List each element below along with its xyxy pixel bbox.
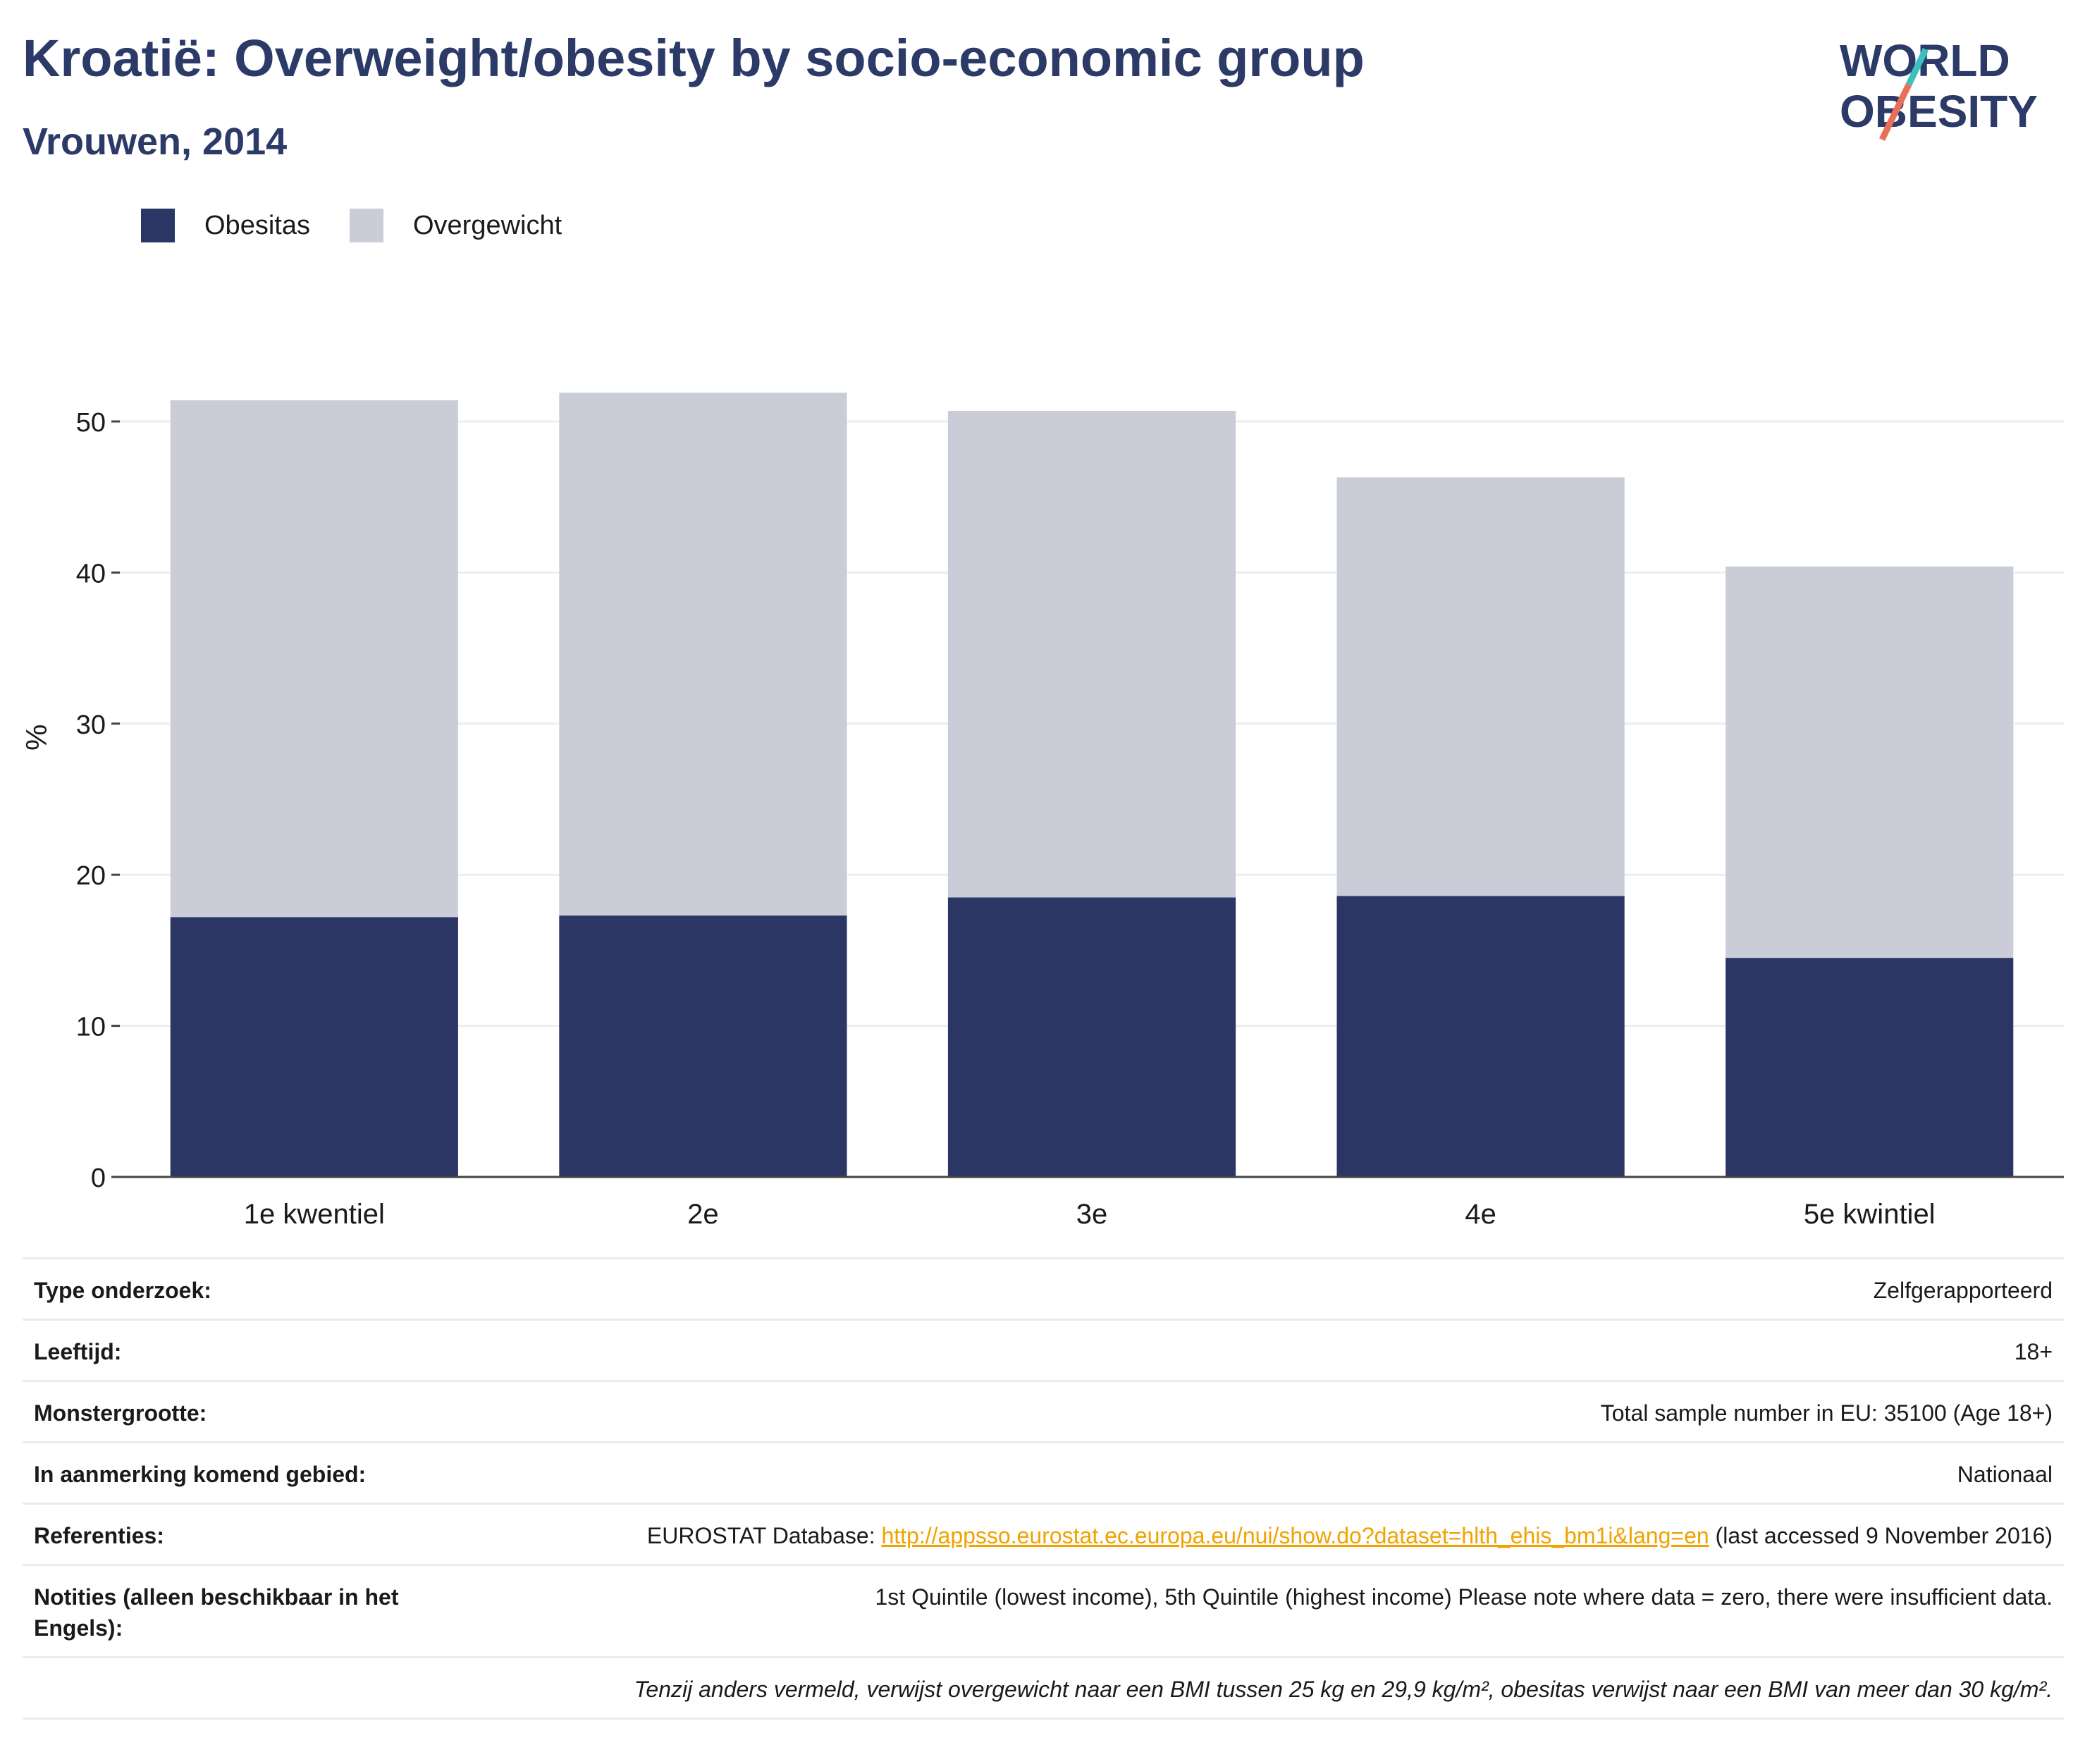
bar-overgewicht <box>947 410 1236 898</box>
y-tick-label: 50 <box>76 408 106 438</box>
legend-item-overgewicht[interactable]: Overgewicht <box>349 209 562 242</box>
bar-overgewicht <box>1336 477 1625 896</box>
stacked-bar-chart: 0 10 20 30 40 50 1e kwentiel 2e 3e 4e 5e kwintiel <box>76 393 2064 1226</box>
chart-subtitle: Vrouwen, 2014 <box>23 121 288 163</box>
y-tick-label: 30 <box>76 710 106 740</box>
info-value: 18+ <box>2014 1339 2053 1364</box>
info-row-notes: Notities (alleen beschikbaar in het Enge… <box>23 1564 2064 1656</box>
bar-obesitas <box>559 915 847 1177</box>
bar-overgewicht <box>559 393 847 916</box>
info-key: Notities (alleen beschikbaar in het Enge… <box>34 1584 399 1641</box>
legend-label-overgewicht: Overgewicht <box>412 210 562 240</box>
bar-obesitas <box>1726 958 2014 1177</box>
legend-swatch-overgewicht <box>349 209 383 242</box>
logo-line2: OBESITY <box>1840 86 2038 137</box>
world-obesity-logo: WORLD OBESITY <box>1833 28 2072 148</box>
y-tick-label: 40 <box>76 559 106 588</box>
logo-slash-teal <box>1905 48 1929 86</box>
x-tick-label: 5e kwintiel <box>1804 1199 1936 1226</box>
info-key: Leeftijd: <box>34 1339 122 1364</box>
chart-title: Kroatië: Overweight/obesity by socio-eco… <box>23 29 1365 87</box>
legend-item-obesitas[interactable]: Obesitas <box>141 209 310 242</box>
info-row-references: Referenties: EUROSTAT Database: http://a… <box>23 1503 2064 1564</box>
info-key: Referenties: <box>34 1523 164 1548</box>
logo-slash-red <box>1878 83 1912 141</box>
info-table: Type onderzoek: Zelfgerapporteerd Leefti… <box>23 1257 2064 1720</box>
bar-overgewicht <box>170 400 458 918</box>
info-row-age: Leeftijd: 18+ <box>23 1319 2064 1380</box>
x-tick-label: 3e <box>1076 1199 1108 1226</box>
x-tick-label: 2e <box>687 1199 719 1226</box>
bar-overgewicht <box>1726 566 2014 958</box>
reference-prefix: EUROSTAT Database: <box>646 1523 882 1548</box>
x-tick-label: 1e kwentiel <box>244 1199 385 1226</box>
reference-suffix: (last accessed 9 November 2016) <box>1709 1523 2053 1548</box>
info-row-footnote: Tenzij anders vermeld, verwijst overgewi… <box>23 1656 2064 1720</box>
info-value: Zelfgerapporteerd <box>1873 1278 2053 1303</box>
footnote: Tenzij anders vermeld, verwijst overgewi… <box>634 1677 2053 1702</box>
bar-obesitas <box>170 917 458 1177</box>
y-tick-label: 0 <box>91 1164 106 1193</box>
info-key: In aanmerking komend gebied: <box>34 1462 367 1487</box>
info-row-survey-type: Type onderzoek: Zelfgerapporteerd <box>23 1257 2064 1319</box>
x-tick-label: 4e <box>1465 1199 1496 1226</box>
y-tick-label: 20 <box>76 861 106 891</box>
chart-legend: Obesitas Overgewicht <box>141 209 601 242</box>
info-value: Nationaal <box>1957 1462 2053 1487</box>
info-row-sample-size: Monstergrootte: Total sample number in E… <box>23 1380 2064 1441</box>
info-value: Total sample number in EU: 35100 (Age 18… <box>1600 1400 2053 1426</box>
logo-line1: WORLD <box>1840 35 2010 86</box>
info-row-area: In aanmerking komend gebied: Nationaal <box>23 1441 2064 1503</box>
info-value: 1st Quintile (lowest income), 5th Quinti… <box>875 1584 2053 1610</box>
info-key: Type onderzoek: <box>34 1278 211 1303</box>
y-tick-label: 10 <box>76 1013 106 1042</box>
info-key: Monstergrootte: <box>34 1400 207 1426</box>
legend-label-obesitas: Obesitas <box>204 210 310 240</box>
bar-obesitas <box>947 897 1236 1177</box>
legend-swatch-obesitas <box>141 209 175 242</box>
info-value: EUROSTAT Database: http://appsso.eurosta… <box>492 1520 2053 1551</box>
reference-link[interactable]: http://appsso.eurostat.ec.europa.eu/nui/… <box>881 1523 1709 1548</box>
bar-obesitas <box>1336 896 1625 1177</box>
